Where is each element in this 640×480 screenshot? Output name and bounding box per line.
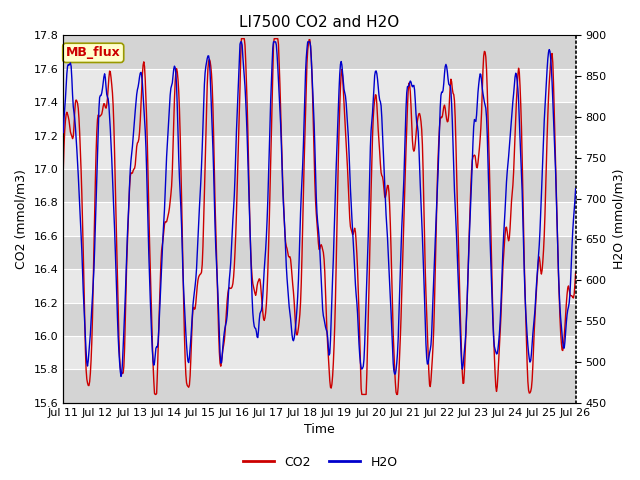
Bar: [63, 102, 575, 135]
Bar: [63, 169, 575, 203]
Legend: CO2, H2O: CO2, H2O: [237, 451, 403, 474]
Bar: [63, 36, 575, 69]
Bar: [63, 302, 575, 336]
Text: MB_flux: MB_flux: [66, 47, 120, 60]
Title: LI7500 CO2 and H2O: LI7500 CO2 and H2O: [239, 15, 399, 30]
Y-axis label: CO2 (mmol/m3): CO2 (mmol/m3): [15, 169, 28, 269]
Bar: [63, 236, 575, 269]
X-axis label: Time: Time: [304, 423, 335, 436]
Y-axis label: H2O (mmol/m3): H2O (mmol/m3): [612, 169, 625, 269]
Bar: [63, 370, 575, 403]
